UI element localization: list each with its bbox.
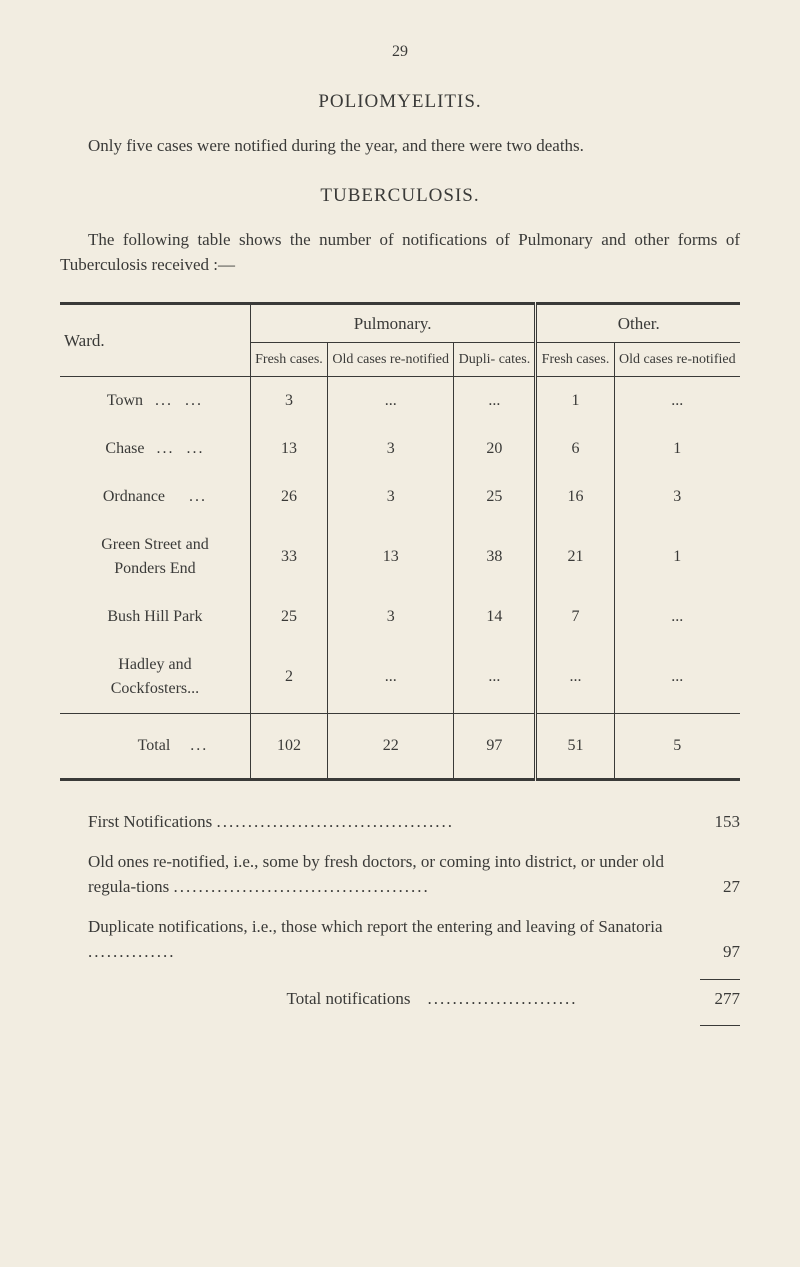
rule-divider: [700, 979, 740, 980]
ward-cell: Green Street and: [60, 521, 250, 557]
summary-list: First Notifications ....................…: [60, 809, 740, 1026]
column-header-ward: Ward.: [60, 303, 250, 377]
data-cell: ...: [614, 641, 740, 714]
data-cell: 22: [328, 714, 454, 780]
data-cell: 25: [454, 473, 536, 521]
table-row: Ordnance ... 26 3 25 16 3: [60, 473, 740, 521]
data-cell: 7: [536, 593, 614, 641]
data-cell: 1: [536, 377, 614, 426]
data-cell: 3: [250, 377, 327, 426]
column-header-old2: Old cases re-notified: [614, 343, 740, 377]
summary-value: 97: [684, 939, 740, 965]
data-cell: 38: [454, 521, 536, 593]
data-cell: 6: [536, 425, 614, 473]
paragraph-polio: Only five cases were notified during the…: [60, 133, 740, 159]
data-cell: ...: [454, 641, 536, 714]
ward-cell: Ponders End: [60, 557, 250, 593]
column-header-fresh2: Fresh cases.: [536, 343, 614, 377]
data-cell: ...: [614, 593, 740, 641]
data-cell: 13: [250, 425, 327, 473]
data-cell: 26: [250, 473, 327, 521]
table-total-row: Total ... 102 22 97 51 5: [60, 714, 740, 780]
data-cell: 1: [614, 425, 740, 473]
data-cell: ...: [536, 641, 614, 714]
data-cell: 20: [454, 425, 536, 473]
data-cell: ...: [614, 377, 740, 426]
data-cell: 51: [536, 714, 614, 780]
ward-cell: Ordnance ...: [60, 473, 250, 521]
table-row: Chase ... ... 13 3 20 6 1: [60, 425, 740, 473]
column-group-other: Other.: [536, 303, 740, 343]
data-cell: 5: [614, 714, 740, 780]
summary-label: Old ones re-notified, i.e., some by fres…: [88, 849, 684, 900]
ward-cell: Town ... ...: [60, 377, 250, 426]
ward-cell: Hadley and: [60, 641, 250, 677]
table-row: Hadley and 2 ... ... ... ...: [60, 641, 740, 677]
summary-total-label: Total notifications ....................…: [60, 986, 684, 1012]
data-cell: 97: [454, 714, 536, 780]
summary-row: Duplicate notifications, i.e., those whi…: [60, 914, 740, 965]
column-header-dupl: Dupli- cates.: [454, 343, 536, 377]
page-number: 29: [60, 40, 740, 64]
summary-value: 153: [684, 809, 740, 835]
summary-value: 27: [684, 874, 740, 900]
table-row: Bush Hill Park 25 3 14 7 ...: [60, 593, 740, 641]
data-cell: 14: [454, 593, 536, 641]
data-cell: 25: [250, 593, 327, 641]
data-cell: 3: [328, 425, 454, 473]
table-row: Green Street and 33 13 38 21 1: [60, 521, 740, 557]
rule-divider: [700, 1025, 740, 1026]
column-header-fresh: Fresh cases.: [250, 343, 327, 377]
column-header-old: Old cases re-notified: [328, 343, 454, 377]
ward-cell: Chase ... ...: [60, 425, 250, 473]
data-cell: 13: [328, 521, 454, 593]
data-cell: 2: [250, 641, 327, 714]
ward-cell: Cockfosters...: [60, 677, 250, 714]
data-cell: 102: [250, 714, 327, 780]
table-row: Town ... ... 3 ... ... 1 ...: [60, 377, 740, 426]
total-label: Total ...: [60, 714, 250, 780]
ward-cell: Bush Hill Park: [60, 593, 250, 641]
column-group-pulmonary: Pulmonary.: [250, 303, 536, 343]
paragraph-tb: The following table shows the number of …: [60, 227, 740, 278]
data-cell: 3: [614, 473, 740, 521]
data-cell: 3: [328, 473, 454, 521]
heading-tuberculosis: TUBERCULOSIS.: [60, 182, 740, 211]
data-cell: ...: [454, 377, 536, 426]
data-cell: ...: [328, 641, 454, 714]
tuberculosis-table: Ward. Pulmonary. Other. Fresh cases. Old…: [60, 302, 740, 782]
summary-row: Old ones re-notified, i.e., some by fres…: [60, 849, 740, 900]
data-cell: 1: [614, 521, 740, 593]
data-cell: 33: [250, 521, 327, 593]
summary-total-value: 277: [684, 986, 740, 1012]
data-cell: 3: [328, 593, 454, 641]
summary-label: First Notifications ....................…: [88, 809, 684, 835]
data-cell: ...: [328, 377, 454, 426]
summary-label: Duplicate notifications, i.e., those whi…: [88, 914, 684, 965]
data-cell: 16: [536, 473, 614, 521]
data-cell: 21: [536, 521, 614, 593]
heading-poliomyelitis: POLIOMYELITIS.: [60, 88, 740, 117]
summary-row: First Notifications ....................…: [60, 809, 740, 835]
summary-total-row: Total notifications ....................…: [60, 986, 740, 1012]
